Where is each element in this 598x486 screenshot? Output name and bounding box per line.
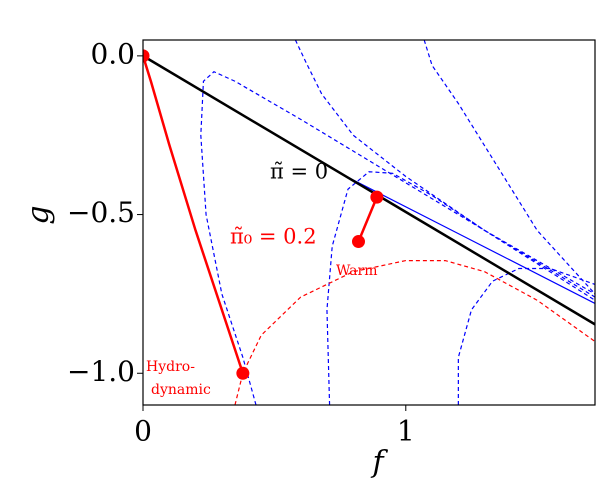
curve xyxy=(457,267,595,405)
y-tick-label: 0.0 xyxy=(90,37,135,70)
y-tick-label: −0.5 xyxy=(67,196,135,229)
annotation: Warm xyxy=(336,263,378,279)
plot-area xyxy=(143,40,595,405)
x-axis-label: f xyxy=(370,445,388,480)
curve xyxy=(294,40,595,301)
x-tick-label: 1 xyxy=(397,415,415,448)
x-tick-label: 0 xyxy=(134,415,152,448)
point-marker xyxy=(351,235,365,249)
curve xyxy=(357,196,379,243)
curve xyxy=(326,171,595,405)
annotation: dynamic xyxy=(151,382,211,398)
y-axis-label: g xyxy=(21,205,56,224)
axes-frame xyxy=(142,39,596,406)
annotation: π̃₀ = 0.2 xyxy=(230,225,317,249)
curve xyxy=(143,54,595,326)
curve xyxy=(200,71,595,405)
curve xyxy=(234,259,595,405)
curve xyxy=(143,55,245,374)
point-marker xyxy=(143,49,150,63)
annotation: Hydro- xyxy=(146,359,195,375)
y-tick-label: −1.0 xyxy=(67,355,135,388)
point-marker xyxy=(370,190,384,204)
curve xyxy=(423,40,595,295)
point-marker xyxy=(236,366,250,380)
annotation: π̃ = 0 xyxy=(270,160,328,184)
